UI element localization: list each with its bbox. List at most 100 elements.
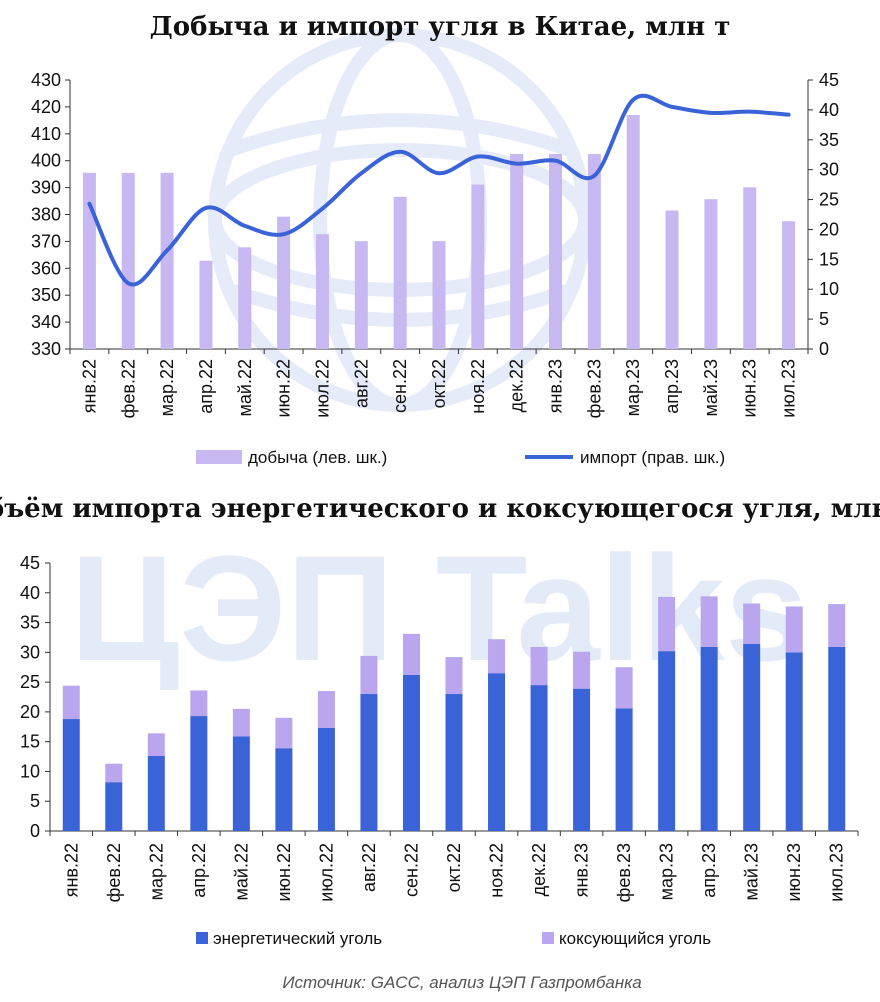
x-tick-label: окт.22 (444, 843, 464, 892)
y-tick-label: 30 (20, 642, 40, 662)
chart2-tick-labels: 0 5 10 15 20 25 30 35 40 45 янв.22 фев.22 мар.22 апр.… (20, 553, 847, 902)
y-tick-label-right: 15 (819, 249, 839, 269)
x-tick-label: мар.23 (623, 359, 643, 416)
bar-thermal-coal (488, 673, 506, 831)
y-tick-label-left: 400 (31, 151, 61, 171)
x-tick-label: фев.23 (584, 359, 604, 418)
bar-thermal-coal (615, 708, 633, 831)
y-tick-label-right: 0 (819, 339, 829, 359)
bar-thermal-coal (445, 694, 463, 831)
y-tick-label: 10 (20, 761, 40, 781)
bar-production (782, 221, 796, 349)
bar-coking-coal (530, 646, 548, 686)
y-tick-label-left: 390 (31, 178, 61, 198)
y-tick-label-left: 420 (31, 97, 61, 117)
x-tick-label: июл.23 (779, 359, 799, 418)
x-tick-label: дек.22 (507, 359, 527, 412)
x-tick-label: апр.22 (196, 359, 216, 414)
bar-thermal-coal (105, 782, 123, 831)
y-tick-label-right: 35 (819, 130, 839, 150)
y-tick-label-right: 5 (819, 309, 829, 329)
bar-coking-coal (317, 691, 335, 728)
chart1-import-line (87, 93, 791, 287)
bar-production (199, 260, 213, 349)
bar-coking-coal (700, 596, 718, 647)
x-tick-label: окт.22 (429, 359, 449, 408)
bar-coking-coal (658, 596, 676, 652)
y-tick-label: 15 (20, 732, 40, 752)
x-tick-label: авг.22 (351, 359, 371, 408)
bar-production (393, 196, 407, 349)
bar-thermal-coal (828, 646, 846, 831)
x-tick-label: ноя.22 (468, 359, 488, 414)
bar-production (471, 184, 485, 349)
bar-thermal-coal (573, 688, 591, 831)
y-tick-label: 45 (20, 553, 40, 573)
bar-coking-coal (743, 603, 761, 644)
bar-coking-coal (190, 690, 208, 717)
y-tick-label-left: 370 (31, 231, 61, 251)
bar-coking-coal (275, 717, 293, 749)
y-tick-label: 25 (20, 672, 40, 692)
bar-coking-coal (615, 667, 633, 709)
legend-label-production: добыча (лев. шк.) (248, 448, 387, 467)
chart1-tick-labels: 330 340 350 360 370 380 390 400 410 420 430 0 5 10 15 2… (31, 70, 839, 418)
x-tick-label: дек.22 (529, 843, 549, 896)
x-tick-label: сен.22 (390, 359, 410, 413)
bar-coking-coal (573, 651, 591, 689)
x-tick-label: июн.22 (274, 359, 294, 418)
legend-label-coking: коксующийся уголь (559, 929, 711, 948)
x-tick-label: сен.22 (401, 843, 421, 897)
bar-coking-coal (232, 708, 250, 737)
y-tick-label: 20 (20, 702, 40, 722)
bar-production (160, 172, 174, 349)
x-tick-label: май.23 (742, 843, 762, 900)
x-tick-label: май.22 (235, 359, 255, 416)
x-tick-label: апр.22 (189, 843, 209, 898)
bar-production (432, 241, 446, 349)
x-tick-label: июн.23 (784, 843, 804, 902)
bar-thermal-coal (62, 719, 80, 831)
bar-coking-coal (105, 763, 123, 783)
x-tick-label: янв.23 (572, 843, 592, 897)
bar-production (82, 172, 96, 349)
chart2-title: Объём импорта энергетического и коксующе… (0, 494, 880, 524)
y-tick-label: 40 (20, 583, 40, 603)
bar-coking-coal (785, 606, 803, 653)
y-tick-label-left: 410 (31, 124, 61, 144)
y-tick-label-right: 45 (819, 70, 839, 90)
bar-thermal-coal (317, 727, 335, 831)
y-tick-label-right: 10 (819, 279, 839, 299)
bar-thermal-coal (147, 755, 165, 831)
x-tick-label: июн.22 (274, 843, 294, 902)
bar-production (315, 234, 329, 349)
bar-production (238, 247, 252, 349)
bar-thermal-coal (360, 694, 378, 831)
legend-swatch-thermal (196, 932, 208, 944)
bar-production (665, 210, 679, 349)
y-tick-label: 35 (20, 613, 40, 633)
bar-production (277, 216, 291, 349)
bar-coking-coal (488, 639, 506, 674)
x-tick-label: май.22 (231, 843, 251, 900)
bar-coking-coal (445, 657, 463, 695)
y-tick-label-left: 360 (31, 258, 61, 278)
x-tick-label: май.23 (701, 359, 721, 416)
y-tick-label: 0 (30, 821, 40, 841)
x-tick-label: авг.22 (359, 843, 379, 892)
bar-thermal-coal (785, 652, 803, 831)
source-note: Источник: GACC, анализ ЦЭП Газпромбанка (282, 973, 641, 992)
bar-thermal-coal (700, 646, 718, 831)
chart2-legend: энергетический уголь коксующийся уголь (196, 929, 711, 948)
y-tick-label-right: 25 (819, 190, 839, 210)
legend-label-thermal: энергетический уголь (213, 929, 382, 948)
bar-thermal-coal (232, 736, 250, 831)
x-tick-label: янв.22 (61, 843, 81, 897)
x-tick-label: июл.22 (312, 359, 332, 418)
x-tick-label: апр.23 (699, 843, 719, 898)
bar-production (354, 241, 368, 349)
bar-thermal-coal (402, 674, 420, 831)
bar-coking-coal (828, 604, 846, 647)
